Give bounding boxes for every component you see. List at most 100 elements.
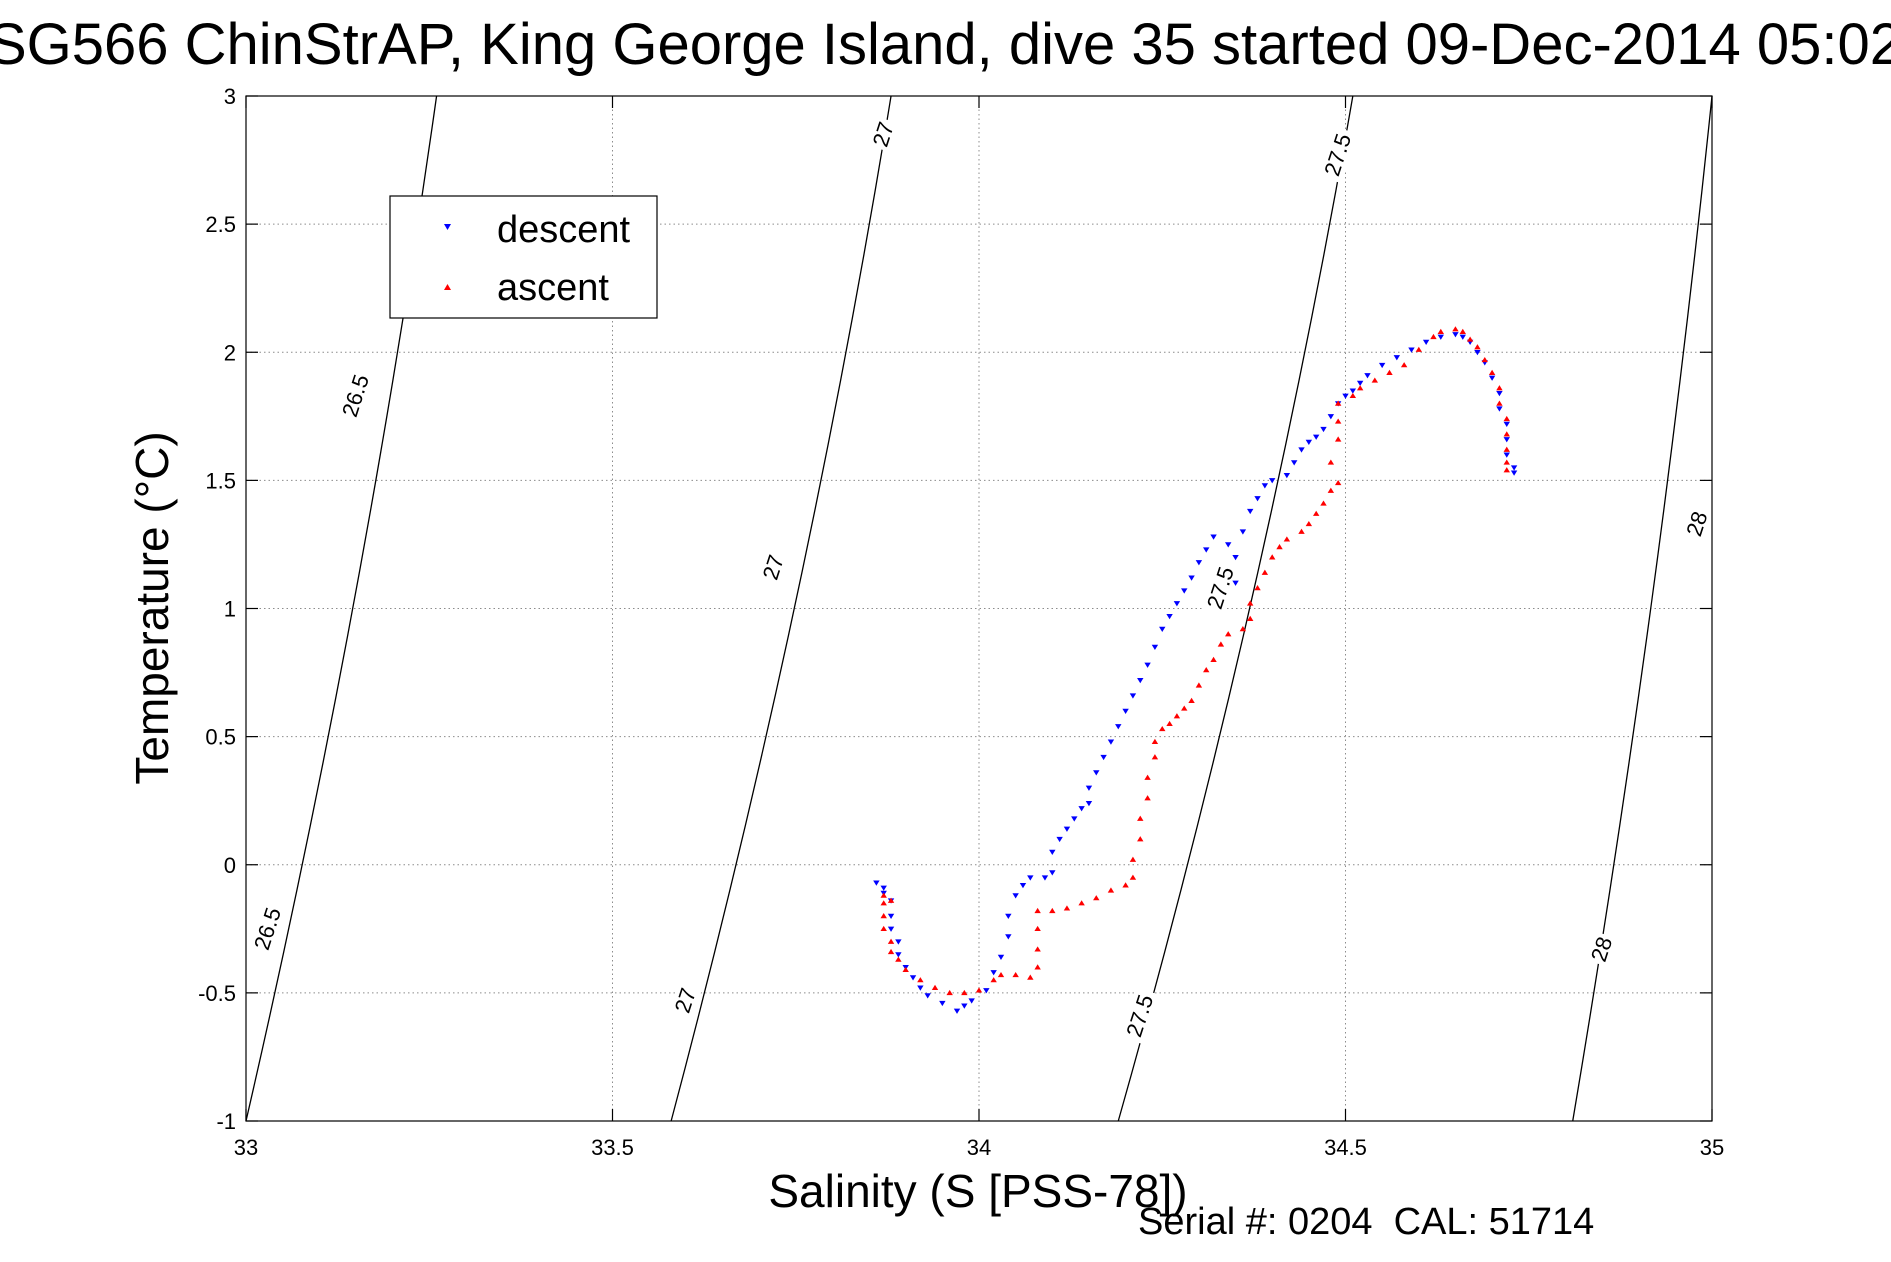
descent-point [1239,529,1247,535]
ascent-point [1166,720,1173,727]
descent-point [1488,375,1496,381]
descent-point [1496,406,1503,412]
ascent-point [1151,738,1159,744]
ascent-point [1474,344,1481,350]
descent-point [1049,849,1056,855]
descent-point [983,988,990,994]
ascent-point [1503,415,1510,422]
isopycnal-label-bg [867,116,900,153]
ascent-point [1305,520,1313,527]
descent-point [1356,380,1364,386]
x-tick-label: 35 [1700,1135,1724,1160]
isopycnal-label-bg [1318,126,1358,184]
descent-point [1188,575,1195,581]
descent-point [1254,496,1261,502]
descent-point [1232,580,1239,586]
descent-point [1210,534,1217,540]
isopycnal-line [1117,95,1354,1122]
descent-point [1305,439,1313,445]
ascent-point [1503,459,1510,465]
ascent-point [887,938,895,944]
descent-point [1122,708,1129,714]
ascent-point [1503,467,1510,473]
descent-point [1203,547,1210,553]
ascent-point [880,925,887,932]
legend: descent ascent [389,195,658,319]
ascent-point [1276,544,1283,550]
isopycnal-label: 26.5 [337,371,374,419]
ascent-point [1078,900,1085,906]
ascent-point [1320,500,1327,506]
descent-point [939,1000,946,1007]
descent-point [1349,388,1357,394]
ascent-point [880,900,887,906]
descent-point [1085,801,1093,807]
ascent-point [1063,905,1071,911]
ascent-point [1503,446,1510,452]
descent-point [1364,373,1371,379]
ascent-point [1027,974,1034,980]
descent-point [1173,601,1181,607]
descent-point [1005,913,1012,919]
descent-point [1078,806,1085,812]
descent-point [909,975,917,981]
isopycnal-label-bg [669,982,702,1019]
descent-point [1261,483,1269,489]
descent-point [1056,836,1063,843]
descent-point [1283,473,1291,479]
y-tick-label: -1 [216,1109,236,1134]
legend-marker-ascent [444,284,451,290]
ascent-point [1034,925,1041,932]
ascent-point [1283,536,1291,542]
ascent-point [1327,487,1335,493]
descent-point [1166,613,1173,620]
descent-point [1181,588,1188,594]
serial-cal-footer: Serial #: 0204 CAL: 51714 [1138,1201,1595,1243]
descent-point [1027,875,1034,881]
ascent-point [902,966,909,973]
ascent-point [931,984,939,990]
descent-point [1129,693,1137,699]
ascent-point [1034,907,1041,914]
descent-point [1459,334,1466,340]
isopycnal-label-bg [1201,559,1241,617]
descent-point [1510,470,1518,476]
x-tick-label: 34 [967,1135,991,1160]
ascent-point [887,897,895,903]
descent-point [1085,785,1093,791]
isopycnal-label: 27.5 [1121,992,1158,1040]
ascent-point [1269,554,1276,560]
isopycnal-label: 26.5 [249,904,286,952]
ascent-point [1371,377,1379,383]
descent-point [990,970,997,976]
ascent-point [1334,400,1342,406]
descent-point [1437,334,1444,340]
descent-point [1232,555,1239,561]
y-tick-label: 2 [224,340,236,365]
legend-label-descent: descent [497,209,631,251]
ascent-point [887,948,895,955]
ascent-point [1210,656,1217,662]
ascent-point [1159,725,1166,732]
ascent-point [1298,528,1305,534]
descent-point [1225,542,1232,548]
descent-point [997,954,1005,960]
ascent-point [1137,836,1144,842]
ascent-point [895,956,902,962]
descent-point [1452,332,1459,338]
ascent-point [1239,626,1247,632]
ascent-point [1400,362,1408,368]
descent-point [1107,739,1115,745]
descent-point [1012,893,1019,899]
ascent-point [1247,600,1254,606]
descent-point [1005,934,1012,940]
ascent-point [1151,754,1159,760]
ascent-point [1144,795,1151,801]
descent-point [1503,452,1510,458]
descent-point [887,913,895,919]
descent-point [895,952,902,958]
descent-point [968,998,975,1004]
isopycnal-label: 27.5 [1319,131,1356,179]
descent-point [1100,754,1107,761]
